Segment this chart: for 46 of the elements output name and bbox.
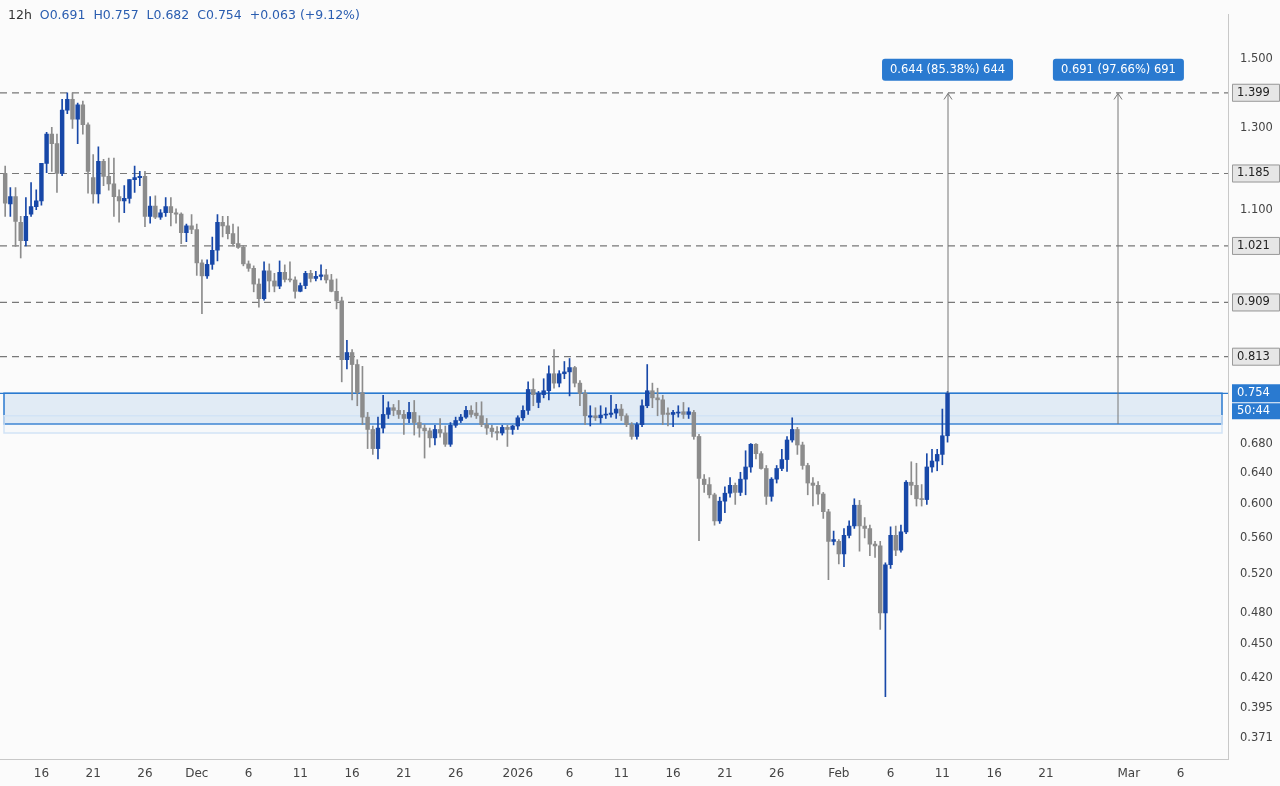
ref-line-label: 0.909 <box>1237 294 1270 309</box>
y-tick-label: 1.100 <box>1240 201 1273 216</box>
annotation: 0.691 (97.66%) 691 <box>1060 61 1176 76</box>
x-tick-label: 16 <box>986 765 1002 780</box>
x-tick-label: 11 <box>934 765 950 780</box>
x-tick-label: 6 <box>565 765 574 780</box>
y-tick-label: 0.371 <box>1240 730 1273 745</box>
y-tick-label: 1.300 <box>1240 120 1273 135</box>
y-tick-label: 0.395 <box>1240 699 1273 714</box>
x-tick-label: 2026 <box>502 765 534 780</box>
x-tick-label: Dec <box>185 765 209 780</box>
y-tick-label: 0.450 <box>1240 636 1273 651</box>
x-tick-label: 11 <box>613 765 629 780</box>
x-tick-label: 26 <box>137 765 153 780</box>
x-tick-label: Feb <box>828 765 850 780</box>
ref-line-label: 1.021 <box>1237 237 1270 252</box>
x-tick-label: Mar <box>1117 765 1141 780</box>
text: 50:44 <box>1237 403 1271 418</box>
ref-line-label: 0.754 <box>1237 385 1270 400</box>
ref-line-label: 1.185 <box>1237 165 1270 180</box>
ref-line-label: 0.813 <box>1237 348 1270 363</box>
y-tick-label: 0.520 <box>1240 565 1273 580</box>
x-tick-label: 6 <box>244 765 253 780</box>
chart-title: 12h <box>8 7 32 22</box>
x-tick-label: 26 <box>769 765 785 780</box>
x-tick-label: 6 <box>886 765 895 780</box>
y-tick-label: 0.600 <box>1240 496 1273 511</box>
y-tick-label: 0.480 <box>1240 604 1273 619</box>
x-tick-label: 21 <box>85 765 101 780</box>
x-tick-label: 16 <box>33 765 50 780</box>
y-tick-label: 0.640 <box>1240 465 1273 480</box>
x-tick-label: 26 <box>448 765 464 780</box>
ref-line-label: 1.399 <box>1237 84 1270 99</box>
annotation: 0.644 (85.38%) 644 <box>890 61 1006 76</box>
y-tick-label: 1.500 <box>1240 50 1273 65</box>
y-tick-label: 0.560 <box>1240 529 1273 544</box>
x-tick-label: 6 <box>1176 765 1185 780</box>
y-tick-label: 0.680 <box>1240 435 1273 450</box>
x-tick-label: 21 <box>1038 765 1054 780</box>
x-tick-label: 16 <box>665 765 681 780</box>
x-tick-label: 16 <box>344 765 360 780</box>
x-tick-label: 21 <box>396 765 412 780</box>
x-tick-label: 11 <box>292 765 308 780</box>
y-tick-label: 0.420 <box>1240 669 1273 684</box>
x-tick-label: 21 <box>717 765 733 780</box>
chart-subtitle: O0.691 H0.757 L0.682 C0.754 +0.063 (+9.12%) <box>39 7 360 22</box>
